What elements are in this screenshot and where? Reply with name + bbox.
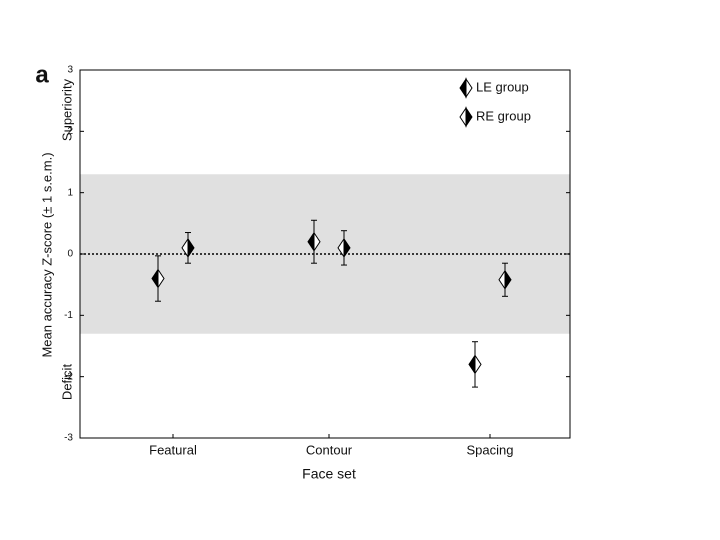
marker-half xyxy=(187,237,195,259)
y-tick-label: -1 xyxy=(64,310,73,321)
y-tick-label: 2 xyxy=(67,126,73,137)
marker-half xyxy=(459,77,467,99)
y-tick-label: -3 xyxy=(64,433,73,444)
data-point xyxy=(181,237,195,259)
x-tick-label: Featural xyxy=(149,442,197,457)
marker-half xyxy=(474,353,482,376)
y-label-top: Superiority xyxy=(59,78,74,141)
data-point xyxy=(307,231,321,253)
legend-label: LE group xyxy=(476,79,529,94)
x-axis-title: Face set xyxy=(302,466,356,482)
marker-half xyxy=(157,267,165,290)
data-point xyxy=(337,237,351,259)
panel-label: a xyxy=(35,61,49,88)
marker-half xyxy=(343,237,351,259)
y-tick-label: 1 xyxy=(67,187,73,198)
marker-half xyxy=(468,353,476,376)
x-tick-label: Contour xyxy=(306,442,353,457)
y-tick-label: 0 xyxy=(67,249,73,260)
data-point xyxy=(151,267,165,290)
data-point xyxy=(498,269,512,291)
marker-half xyxy=(504,269,512,291)
marker-half xyxy=(459,106,467,128)
legend-marker xyxy=(459,77,473,99)
y-axis-title: Mean accuracy Z-score (± 1 s.e.m.) xyxy=(39,152,54,357)
data-point xyxy=(468,353,482,376)
marker-half xyxy=(465,77,473,99)
marker-half xyxy=(313,231,321,253)
x-tick-label: Spacing xyxy=(467,442,514,457)
y-label-bottom: Deficit xyxy=(59,364,74,401)
legend-marker xyxy=(459,106,473,128)
marker-half xyxy=(465,106,473,128)
legend-label: RE group xyxy=(476,108,531,123)
y-tick-label: -2 xyxy=(64,371,73,382)
y-tick-label: 3 xyxy=(67,65,73,76)
